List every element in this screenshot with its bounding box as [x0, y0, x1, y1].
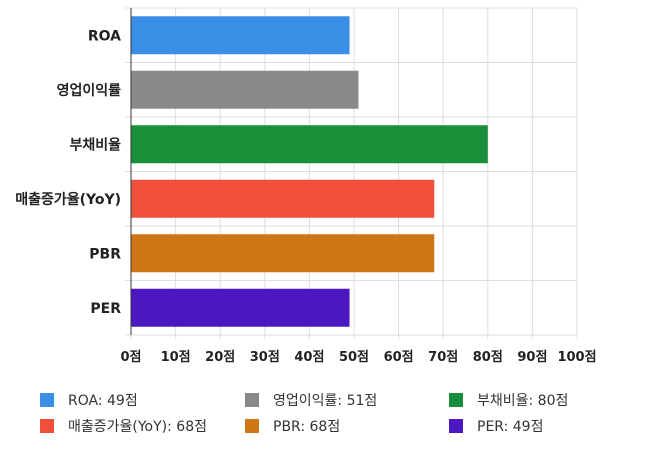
x-tick-label: 20점	[205, 350, 235, 365]
chart-grid	[125, 7, 578, 339]
x-tick-label: 0점	[120, 350, 141, 365]
legend-item-operating-margin[interactable]: 영업이익률: 51점	[245, 386, 377, 414]
category-label: 영업이익률	[57, 82, 122, 99]
legend-swatch-roa	[40, 393, 54, 407]
bar[interactable]	[131, 70, 359, 109]
legend-item-pbr[interactable]: PBR: 68점	[245, 412, 340, 440]
category-label: ROA	[88, 28, 121, 44]
legend-swatch-pbr	[245, 419, 259, 433]
x-tick-label: 60점	[384, 350, 414, 365]
x-tick-label: 80점	[473, 350, 503, 365]
category-label: 매출증가율(YoY)	[15, 191, 121, 208]
legend-swatch-debt-ratio	[449, 393, 463, 407]
legend-swatch-operating-margin	[245, 393, 259, 407]
x-tick-labels: 0점 10점 20점 30점 40점 50점 60점 70점 80점 90점 100점	[120, 350, 596, 365]
x-tick-label: 30점	[250, 350, 280, 365]
bar[interactable]	[131, 179, 435, 218]
category-label: 부채비율	[69, 136, 121, 153]
legend-swatch-sales-growth	[40, 419, 54, 433]
bar[interactable]	[131, 234, 435, 273]
legend-label-pbr: PBR: 68점	[273, 419, 341, 435]
legend-label-debt-ratio: 부채비율: 80점	[477, 393, 569, 409]
x-tick-label: 40점	[294, 350, 324, 365]
legend-label-per: PER: 49점	[477, 419, 544, 435]
x-tick-label: 10점	[161, 350, 191, 365]
legend-label-operating-margin: 영업이익률: 51점	[273, 393, 378, 409]
x-tick-label: 100점	[557, 350, 596, 365]
legend-label-roa: ROA: 49점	[68, 393, 138, 409]
bar[interactable]	[131, 16, 350, 55]
x-tick-label: 70점	[428, 350, 458, 365]
legend-item-roa[interactable]: ROA: 49점	[40, 386, 138, 414]
x-tick-label: 90점	[517, 350, 547, 365]
category-label: PBR	[89, 246, 121, 262]
bar[interactable]	[131, 125, 488, 164]
legend-label-sales-growth: 매출증가율(YoY): 68점	[68, 419, 207, 435]
bar[interactable]	[131, 288, 350, 327]
category-label: PER	[90, 301, 121, 317]
x-tick-label: 50점	[339, 350, 369, 365]
legend-item-sales-growth[interactable]: 매출증가율(YoY): 68점	[40, 412, 207, 440]
legend-item-per[interactable]: PER: 49점	[449, 412, 543, 440]
legend-item-debt-ratio[interactable]: 부채비율: 80점	[449, 386, 568, 414]
chart-bars	[131, 16, 488, 327]
legend-swatch-per	[449, 419, 463, 433]
